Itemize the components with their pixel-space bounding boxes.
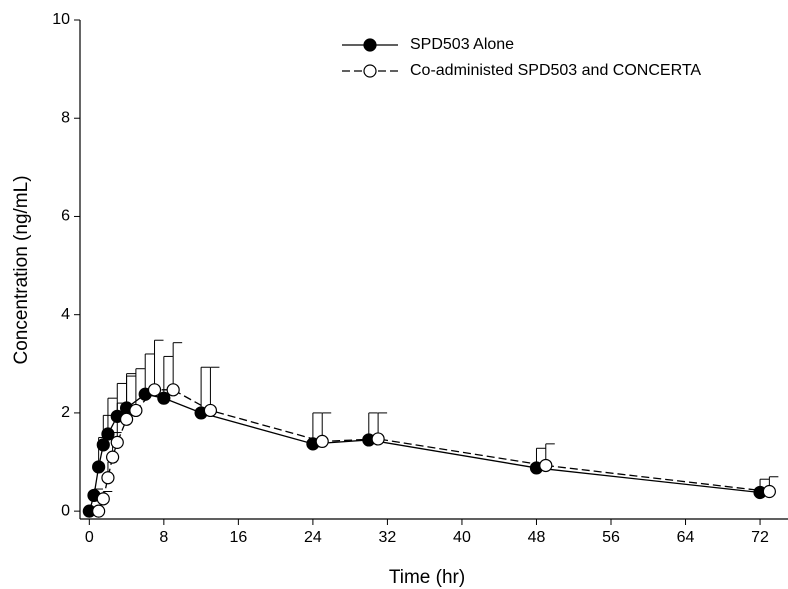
data-point xyxy=(106,450,120,464)
error-bar xyxy=(172,342,183,390)
data-point xyxy=(101,427,115,441)
x-tick-label: 0 xyxy=(85,529,94,546)
series-line xyxy=(88,393,761,512)
x-tick-label: 8 xyxy=(159,529,168,546)
y-axis-title: Concentration (ng/mL) xyxy=(11,175,32,364)
data-point xyxy=(96,492,110,506)
data-point xyxy=(101,471,115,485)
y-tick-label: 10 xyxy=(52,11,70,28)
data-point xyxy=(92,460,106,474)
y-tick-label: 8 xyxy=(61,109,70,126)
data-point xyxy=(147,383,162,397)
x-tick-label: 40 xyxy=(453,529,471,546)
legend-label: Co-administed SPD503 and CONCERTA xyxy=(410,62,701,79)
x-tick-label: 48 xyxy=(528,529,546,546)
x-axis-title: Time (hr) xyxy=(389,567,465,588)
x-tick-label: 32 xyxy=(379,529,397,546)
data-point xyxy=(119,412,134,426)
y-tick-label: 4 xyxy=(61,306,70,323)
legend-marker xyxy=(363,38,377,52)
x-tick-label: 24 xyxy=(304,529,322,546)
legend-label: SPD503 Alone xyxy=(410,36,514,53)
data-point xyxy=(96,438,110,452)
data-point xyxy=(762,484,776,499)
data-point xyxy=(371,432,385,446)
y-tick-label: 0 xyxy=(61,502,70,519)
data-point xyxy=(315,434,329,448)
x-tick-label: 16 xyxy=(229,529,247,546)
data-point xyxy=(539,458,553,473)
y-tick-label: 6 xyxy=(61,208,70,225)
data-point xyxy=(129,403,143,418)
data-point xyxy=(110,435,124,449)
data-point xyxy=(166,383,180,397)
error-bar xyxy=(154,339,164,390)
data-point xyxy=(92,504,106,518)
error-bar xyxy=(209,366,220,411)
legend-marker xyxy=(363,64,377,78)
y-tick-label: 2 xyxy=(61,404,70,421)
data-point xyxy=(203,403,218,418)
data-point xyxy=(157,391,171,405)
x-tick-label: 56 xyxy=(602,529,620,546)
error-bar xyxy=(144,353,155,395)
x-tick-label: 64 xyxy=(677,529,695,546)
error-bar xyxy=(135,368,145,411)
error-bar xyxy=(163,355,173,399)
x-tick-label: 72 xyxy=(751,529,769,546)
